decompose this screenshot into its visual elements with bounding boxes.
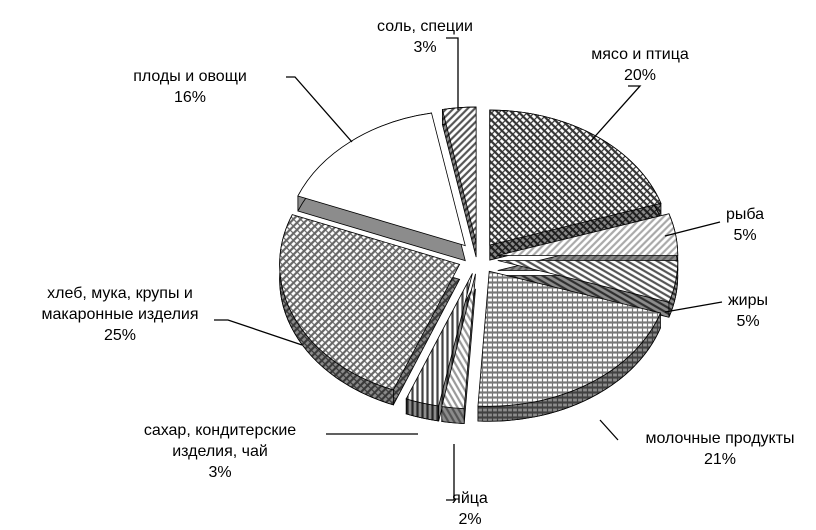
leader-line	[664, 221, 721, 237]
value-label: 21%	[703, 451, 737, 468]
category-label: жиры	[727, 292, 769, 309]
slice	[497, 213, 679, 256]
slice-label: молочные продукты 21%	[620, 428, 816, 470]
leader-line	[286, 76, 353, 143]
value-label: 5%	[736, 313, 760, 330]
value-label: 5%	[733, 227, 757, 244]
leader-line	[664, 301, 723, 313]
slice-label: мясо и птица 20%	[570, 44, 710, 86]
slice-label: плоды и овощи 16%	[115, 66, 265, 108]
slice	[441, 106, 477, 243]
leader-line	[446, 444, 455, 501]
value-label: 20%	[623, 67, 657, 84]
slice	[297, 112, 466, 247]
slice	[405, 273, 473, 407]
value-label: 3%	[208, 464, 232, 481]
slice-label: яйца 2%	[440, 488, 500, 530]
slice-label: соль, специи 3%	[355, 16, 495, 58]
leader-line	[589, 85, 642, 143]
category-label: соль, специи	[377, 18, 473, 35]
category-label: молочные продукты	[645, 430, 795, 447]
category-label: плоды и овощи	[133, 68, 247, 85]
leader-line	[599, 419, 619, 441]
category-label: рыба	[725, 206, 765, 223]
category-label: сахар, кондитерские изделия, чай	[143, 422, 297, 460]
value-label: 2%	[458, 511, 482, 528]
category-label: хлеб, мука, крупы и макаронные изделия	[41, 285, 199, 323]
category-label: мясо и птица	[591, 46, 689, 63]
category-label: яйца	[452, 490, 488, 507]
slice-label: жиры 5%	[718, 290, 778, 332]
slice-side	[441, 406, 465, 425]
value-label: 3%	[413, 39, 437, 56]
value-label: 16%	[173, 89, 207, 106]
slice-label: рыба 5%	[715, 204, 775, 246]
slice	[477, 270, 661, 407]
leader-line	[214, 319, 303, 346]
value-label: 25%	[103, 327, 137, 344]
slice-label: сахар, кондитерские изделия, чай 3%	[115, 420, 325, 483]
slice-label: хлеб, мука, крупы и макаронные изделия 25…	[15, 283, 225, 346]
slice	[497, 260, 679, 303]
leader-line	[446, 37, 459, 110]
slice	[279, 214, 461, 391]
slice	[441, 273, 476, 410]
